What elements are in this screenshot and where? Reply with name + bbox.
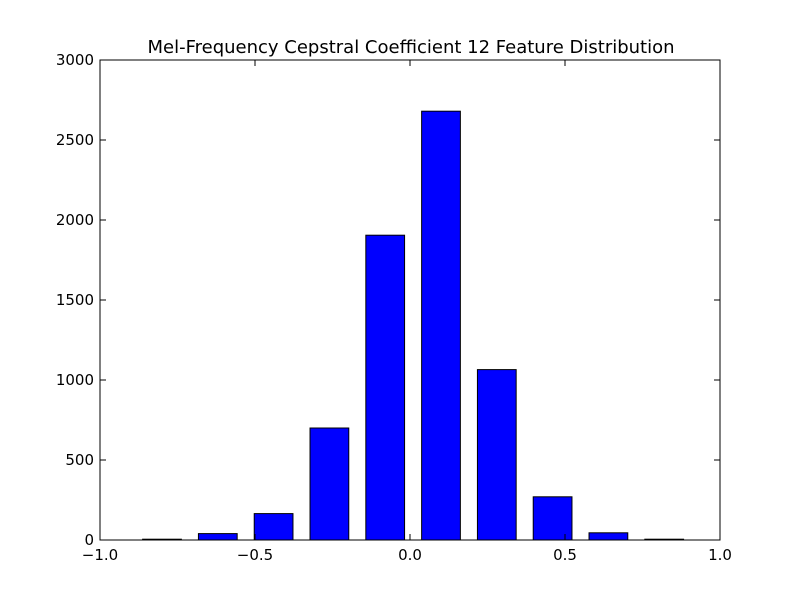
x-tick-label: 0.0: [398, 546, 422, 564]
y-axis: 0 500 1000 1500 2000 2500 3000: [56, 51, 720, 549]
histogram-bar: [197, 533, 238, 541]
x-tick-label: −0.5: [237, 546, 273, 564]
x-axis: −1.0 −0.5 0.0 0.5 1.0: [82, 60, 732, 564]
plot-frame: [99, 59, 721, 541]
y-tick-label: 3000: [56, 51, 94, 69]
y-tick-label: 1000: [56, 371, 94, 389]
histogram-bar: [532, 496, 573, 541]
x-tick-label: 0.5: [553, 546, 577, 564]
x-tick-label: 1.0: [708, 546, 732, 564]
y-tick-label: 2000: [56, 211, 94, 229]
histogram-bar: [421, 110, 461, 541]
bars-group: [142, 110, 685, 541]
y-tick-label: 0: [84, 531, 94, 549]
y-tick-label: 500: [65, 451, 94, 469]
chart-title: Mel-Frequency Cepstral Coefficient 12 Fe…: [147, 37, 674, 58]
y-tick-label: 1500: [56, 291, 94, 309]
x-tick-label: −1.0: [82, 546, 118, 564]
histogram-bar: [253, 513, 294, 541]
y-tick-label: 2500: [56, 131, 94, 149]
histogram-bar: [476, 369, 517, 541]
histogram-bar: [309, 427, 350, 541]
histogram-bar: [365, 234, 406, 541]
histogram-bar: [588, 532, 629, 541]
